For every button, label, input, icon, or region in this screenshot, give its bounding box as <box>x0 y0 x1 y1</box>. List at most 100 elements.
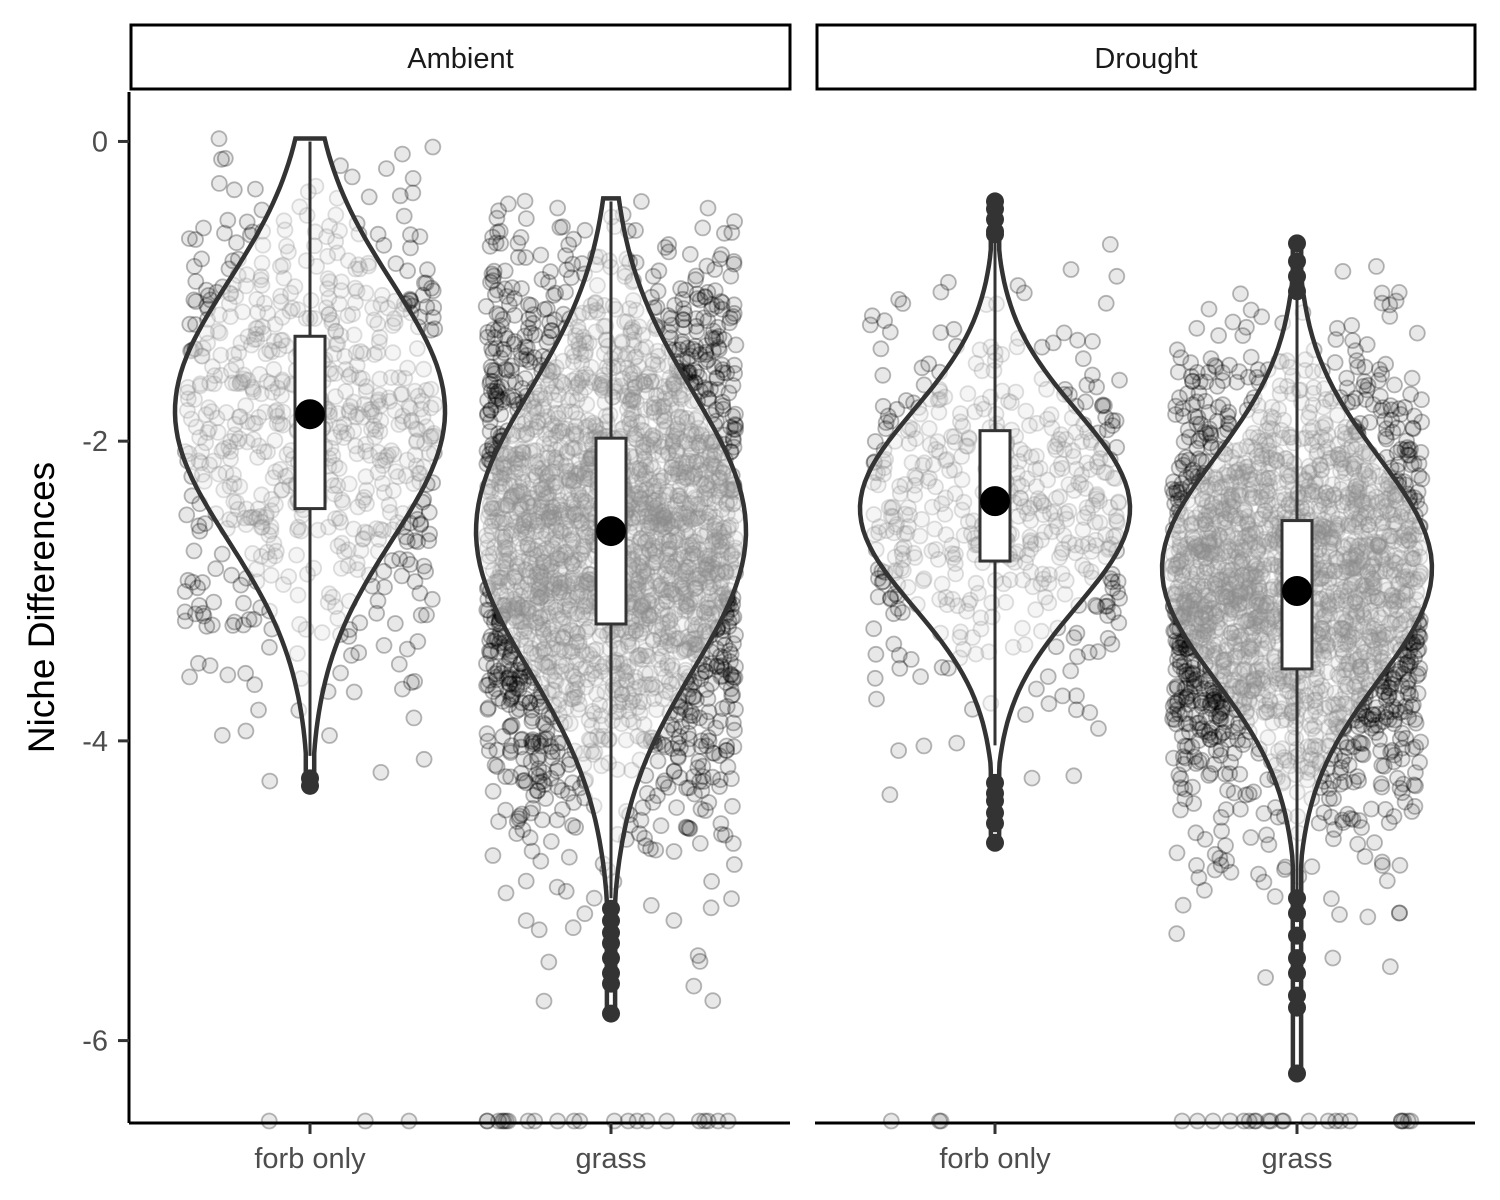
data-point <box>702 380 719 398</box>
data-point <box>1373 853 1391 871</box>
data-point <box>481 672 498 689</box>
data-point <box>494 692 512 710</box>
data-point <box>483 265 501 283</box>
data-point <box>542 833 560 850</box>
data-point <box>516 327 534 345</box>
data-point <box>554 218 571 236</box>
data-point <box>375 236 393 254</box>
data-point <box>532 246 550 264</box>
data-point <box>489 389 507 407</box>
data-point <box>232 576 250 594</box>
data-point <box>565 230 582 248</box>
data-point <box>488 387 506 405</box>
data-point <box>187 293 205 310</box>
data-point <box>698 712 716 730</box>
data-point <box>699 283 717 301</box>
data-point <box>505 335 523 353</box>
data-point <box>500 373 518 391</box>
data-point <box>415 274 433 292</box>
data-point <box>514 821 532 839</box>
data-point <box>345 683 363 701</box>
data-point <box>681 820 699 838</box>
data-point <box>505 391 522 409</box>
data-point <box>1039 668 1057 685</box>
data-point <box>673 718 691 735</box>
data-point <box>649 752 667 770</box>
data-point <box>502 717 520 735</box>
data-point <box>564 817 581 834</box>
data-point <box>940 273 957 291</box>
data-point <box>406 532 424 549</box>
data-point <box>687 342 705 360</box>
box-outlier <box>602 974 620 993</box>
data-point <box>932 324 950 342</box>
data-point <box>697 343 715 361</box>
data-point <box>560 848 578 866</box>
data-point <box>1015 284 1033 302</box>
data-point <box>711 778 728 795</box>
data-point <box>500 669 518 687</box>
data-point <box>532 852 550 870</box>
mean-point <box>980 486 1010 517</box>
data-point <box>411 584 429 602</box>
data-point <box>722 267 740 285</box>
data-point <box>502 744 519 761</box>
data-point <box>203 616 221 634</box>
data-point <box>219 666 237 684</box>
data-point <box>480 642 498 660</box>
data-point <box>516 772 534 789</box>
data-point <box>533 270 551 288</box>
data-point <box>704 330 722 348</box>
data-point <box>694 219 712 237</box>
data-point <box>520 296 537 313</box>
data-point <box>685 977 703 995</box>
data-point <box>332 664 350 682</box>
data-point <box>480 742 498 760</box>
data-point <box>529 782 547 800</box>
data-point <box>684 707 702 724</box>
data-point <box>415 557 433 575</box>
data-point <box>425 299 443 316</box>
data-point <box>724 407 742 425</box>
data-point <box>503 279 521 297</box>
data-point <box>725 296 743 314</box>
data-point <box>400 1112 418 1130</box>
data-point <box>418 298 436 316</box>
data-point <box>691 835 709 852</box>
data-point <box>557 283 574 301</box>
data-point <box>665 912 683 929</box>
data-point <box>541 314 558 331</box>
data-point <box>482 382 500 400</box>
data-point <box>867 645 885 663</box>
data-point <box>515 673 532 691</box>
data-point <box>1065 767 1083 785</box>
data-point <box>237 722 255 740</box>
data-point <box>481 237 499 255</box>
data-point <box>240 611 258 628</box>
data-point <box>517 912 535 929</box>
data-point <box>1232 285 1249 303</box>
data-point <box>627 221 644 239</box>
data-point <box>696 288 714 305</box>
data-point <box>1040 695 1058 713</box>
data-point <box>185 291 203 309</box>
violin-group: forb only <box>172 130 448 1175</box>
data-point <box>656 772 674 790</box>
data-point <box>511 668 529 685</box>
data-point <box>490 202 508 220</box>
data-point <box>479 732 497 750</box>
data-point <box>424 138 442 156</box>
data-point <box>238 213 256 231</box>
facet-strip-label: Drought <box>1094 43 1197 75</box>
data-point <box>564 919 582 937</box>
data-point <box>488 758 506 775</box>
data-point <box>488 668 505 686</box>
data-point <box>543 749 561 767</box>
data-point <box>709 1112 727 1130</box>
data-point <box>492 234 510 252</box>
data-point <box>260 638 278 656</box>
data-point <box>1069 331 1086 349</box>
violin-group: forb only <box>857 192 1133 1175</box>
data-point <box>406 573 424 590</box>
